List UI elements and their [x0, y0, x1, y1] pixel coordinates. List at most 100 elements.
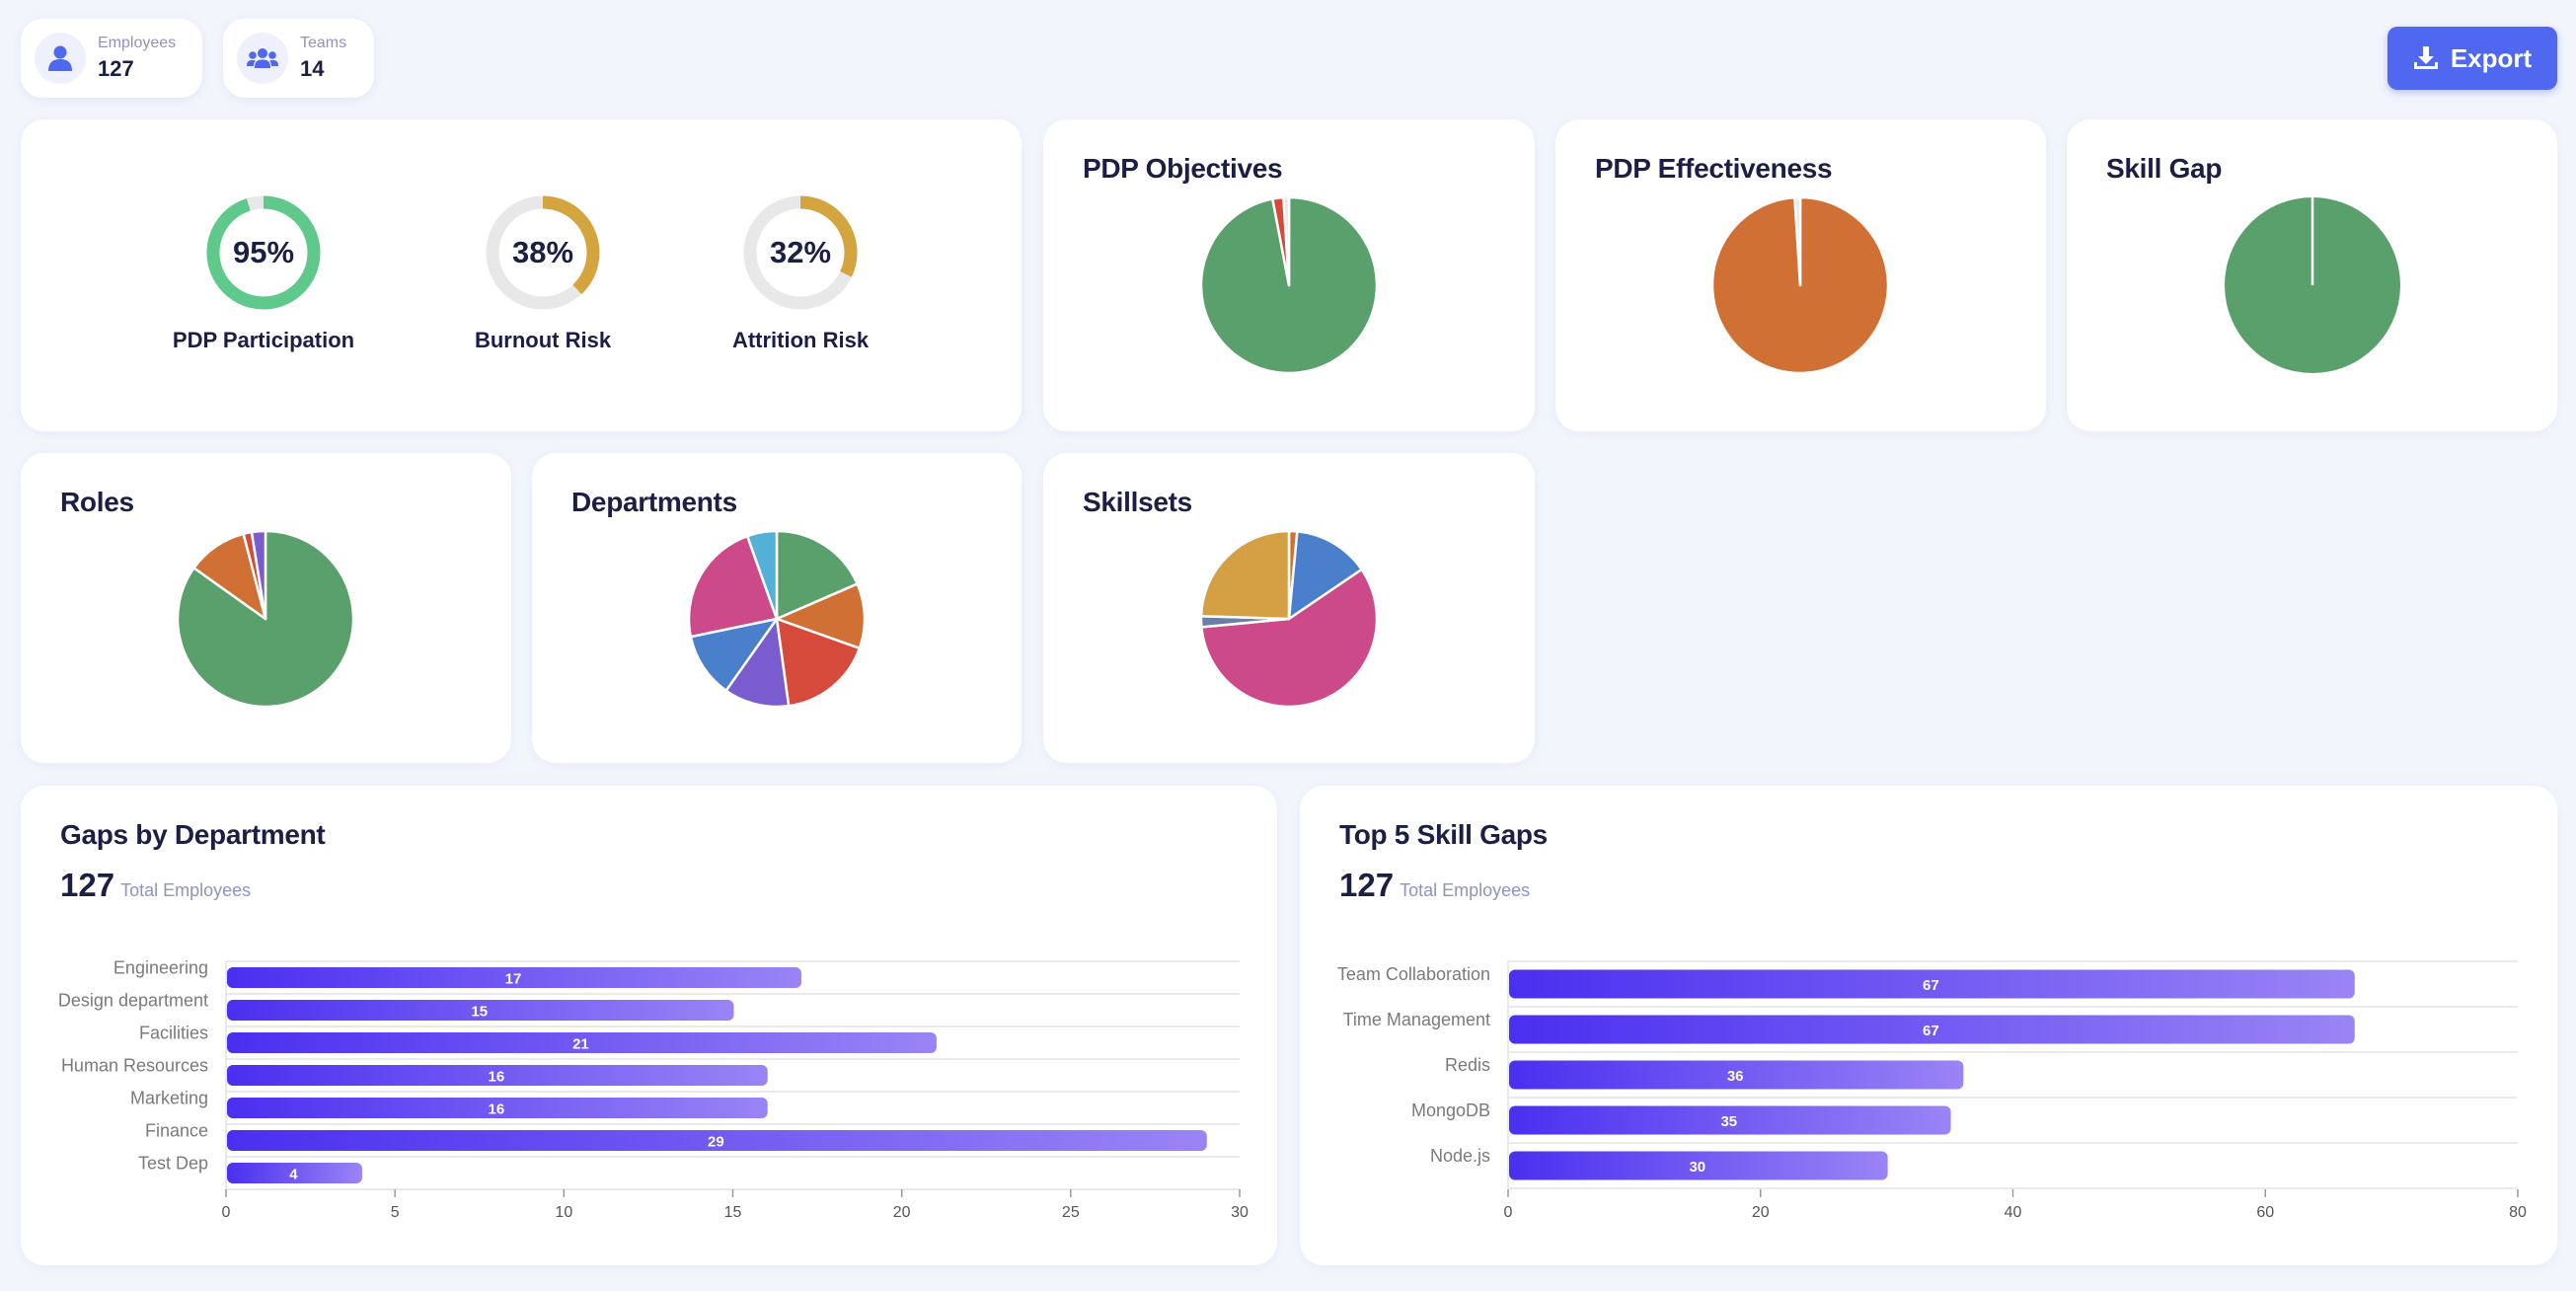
top5-skill-gaps-chart: Team Collaboration 67 Time Management 67 Red… — [1337, 960, 2527, 1221]
pie-slice — [1199, 529, 1291, 621]
bar — [227, 967, 801, 988]
bar-value-label: 36 — [1727, 1068, 1744, 1085]
teams-label: Teams — [300, 35, 347, 51]
teams-count: 14 — [300, 56, 325, 81]
tick-label: 5 — [391, 1204, 400, 1221]
total-count: 127 — [1339, 867, 1395, 903]
gauge-ring — [206, 195, 321, 310]
category-label: Team Collaboration — [1337, 964, 1490, 984]
employees-count: 127 — [98, 56, 134, 81]
category-label: Facilities — [139, 1024, 208, 1043]
tick-label: 80 — [2509, 1204, 2527, 1221]
tick-label: 40 — [2005, 1204, 2022, 1221]
total-employees: 127 Total Employees — [60, 867, 251, 904]
total-employees: 127 Total Employees — [1339, 867, 1530, 904]
skillsets-pie — [1199, 529, 1379, 709]
gaps-by-department-chart: Engineering 17 Design department 15 Faciliti… — [58, 958, 1249, 1222]
bar-value-label: 30 — [1689, 1159, 1705, 1176]
bar-value-label: 16 — [489, 1101, 505, 1118]
category-label: Time Management — [1343, 1010, 1490, 1029]
category-label: Human Resources — [61, 1056, 208, 1076]
category-label: Design department — [58, 991, 208, 1011]
pie-slice — [1287, 530, 1363, 621]
tick-label: 20 — [893, 1204, 911, 1221]
tick-label: 10 — [555, 1204, 572, 1221]
tick-label: 30 — [1231, 1204, 1249, 1221]
gauge-ring — [486, 195, 600, 310]
top5-skill-gaps-card: Top 5 Skill Gaps 127 Total Employees Team… — [1300, 786, 2557, 1265]
gauge-label: Attrition Risk — [731, 328, 870, 352]
pdp-effectiveness-pie — [1710, 195, 1890, 375]
export-button[interactable]: Export — [2387, 27, 2557, 90]
bar-value-label: 4 — [289, 1167, 298, 1183]
bar — [1509, 1015, 2355, 1044]
pie-slice — [1200, 568, 1379, 709]
tick-label: 25 — [1062, 1204, 1080, 1221]
users-group-icon — [237, 33, 288, 84]
pdp-effectiveness-card: PDP Effectiveness — [1555, 119, 2046, 431]
card-title: Top 5 Skill Gaps — [1339, 819, 1548, 850]
gauge-value: 38% — [511, 235, 574, 269]
pie-slice — [1282, 195, 1291, 287]
card-title: PDP Effectiveness — [1595, 153, 1833, 184]
pie-slice — [745, 529, 779, 621]
bar — [1509, 1105, 1951, 1135]
gauge-fill — [743, 195, 858, 310]
bar-value-label: 16 — [489, 1069, 505, 1086]
employees-stat: Employees 127 — [21, 19, 202, 98]
category-label: Test Dep — [138, 1154, 208, 1174]
pdp-objectives-card: PDP Objectives — [1043, 119, 1535, 431]
pie-slice — [689, 617, 779, 692]
bar — [1509, 1151, 1888, 1180]
gauge-fill — [486, 195, 600, 310]
bar-value-label: 15 — [471, 1004, 488, 1021]
bar — [227, 1163, 362, 1183]
bar — [1509, 969, 2355, 999]
export-label: Export — [2450, 42, 2533, 73]
tick-label: 20 — [1752, 1204, 1770, 1221]
bar-value-label: 29 — [708, 1134, 724, 1151]
pie-slice — [775, 582, 867, 650]
bar — [227, 1065, 768, 1086]
gauge-ring — [743, 195, 858, 310]
teams-stat: Teams 14 — [223, 19, 374, 98]
category-label: Marketing — [130, 1089, 208, 1108]
card-title: Departments — [571, 487, 737, 517]
card-title: PDP Objectives — [1083, 153, 1283, 184]
category-label: Finance — [145, 1121, 208, 1141]
card-title: Skill Gap — [2106, 153, 2223, 184]
card-title: Skillsets — [1083, 487, 1192, 517]
skill-gap-card: Skill Gap — [2067, 119, 2557, 431]
roles-card: Roles — [21, 453, 511, 763]
pie-slice — [724, 617, 791, 709]
pie-slice — [250, 529, 267, 621]
gauge-label: PDP Participation — [172, 328, 355, 352]
tick-label: 15 — [724, 1204, 742, 1221]
bar-value-label: 21 — [572, 1036, 589, 1053]
gauge-label: Burnout Risk — [474, 328, 612, 352]
total-label: Total Employees — [120, 880, 252, 900]
bar — [1509, 1060, 1964, 1090]
departments-pie — [687, 529, 867, 709]
category-label: Engineering — [114, 958, 208, 978]
employees-label: Employees — [98, 35, 177, 51]
category-label: MongoDB — [1411, 1101, 1490, 1120]
gaps-by-department-card: Gaps by Department 127 Total Employees En… — [21, 786, 1277, 1265]
roles-pie — [176, 529, 355, 709]
departments-card: Departments — [532, 453, 1022, 763]
pie-slice — [687, 534, 779, 639]
bar-value-label: 17 — [505, 971, 522, 988]
gauge-value: 32% — [769, 235, 832, 269]
card-title: Roles — [60, 487, 134, 517]
gauge-value: 95% — [232, 235, 295, 269]
bar — [227, 1032, 937, 1053]
skill-gap-pie — [2225, 197, 2400, 373]
total-label: Total Employees — [1400, 880, 1531, 900]
pdp-objectives-pie — [1199, 195, 1379, 375]
bar — [227, 1130, 1207, 1151]
total-count: 127 — [60, 867, 115, 903]
pie-slice — [775, 529, 859, 621]
category-label: Node.js — [1430, 1146, 1490, 1166]
bar-value-label: 35 — [1720, 1113, 1737, 1130]
bar-value-label: 67 — [1923, 977, 1939, 994]
